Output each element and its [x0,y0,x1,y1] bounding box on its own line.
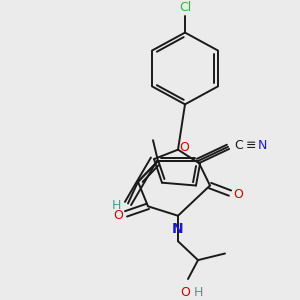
Text: N: N [172,222,184,236]
Text: O: O [180,286,190,298]
Text: O: O [113,209,123,222]
Text: O: O [233,188,243,202]
Text: H: H [111,199,121,212]
Text: H: H [193,286,203,298]
Text: ≡: ≡ [246,140,256,152]
Text: N: N [258,140,267,152]
Text: O: O [179,141,189,154]
Text: Cl: Cl [179,1,191,14]
Text: C: C [234,140,243,152]
